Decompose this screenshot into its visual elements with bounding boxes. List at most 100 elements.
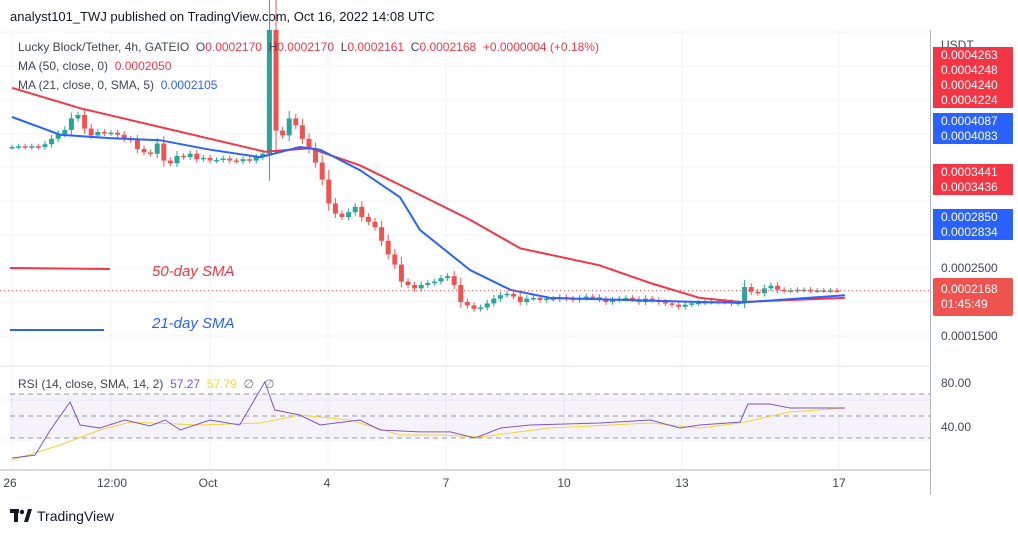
- price-line-label: 0.0002850: [933, 209, 1013, 225]
- candle-body: [649, 298, 655, 301]
- rsi-legend[interactable]: RSI (14, close, SMA, 14, 2) 57.27 57.79 …: [18, 377, 274, 391]
- candle-body: [524, 298, 530, 302]
- chart-canvas[interactable]: [0, 0, 930, 500]
- time-tick: 7: [442, 476, 450, 490]
- candle-body: [88, 128, 94, 136]
- ohlc-legend: Lucky Block/Tether, 4h, GATEIO O0.000217…: [18, 40, 599, 54]
- ma21-legend[interactable]: MA (21, close, 0, SMA, 5) 0.0002105: [18, 78, 217, 92]
- ma21-line: [11, 116, 845, 304]
- open-value: 0.0002170: [205, 40, 262, 54]
- candle-body: [273, 30, 279, 131]
- candle-body: [794, 289, 800, 292]
- high-label: H: [268, 40, 278, 54]
- rsi-label: RSI (14, close, SMA, 14, 2): [18, 377, 164, 391]
- candle-body: [227, 158, 233, 161]
- candle-body: [200, 157, 206, 160]
- candle-body: [511, 293, 517, 297]
- candle-body: [775, 285, 781, 290]
- candle-body: [95, 132, 101, 136]
- time-tick: 10: [557, 476, 571, 490]
- candle-body: [484, 303, 490, 308]
- candle-body: [75, 115, 81, 119]
- candle-body: [742, 287, 748, 303]
- ma50-value: 0.0002050: [114, 59, 172, 73]
- rsi-levels: [10, 393, 930, 439]
- candle-body: [425, 282, 431, 285]
- price-line-label: 0.0003436: [933, 179, 1013, 195]
- candle-body: [491, 298, 497, 304]
- candle-body: [108, 132, 114, 135]
- price-line-label: 0.0004263: [933, 47, 1013, 63]
- candle-body: [379, 227, 385, 241]
- candle-body: [332, 203, 338, 214]
- sma50-legend-line: [9, 267, 111, 270]
- candle-body: [233, 160, 239, 163]
- high-value: 0.0002170: [277, 40, 335, 54]
- candle-body: [755, 291, 761, 294]
- candle-body: [412, 285, 418, 289]
- candle-body: [299, 125, 305, 139]
- close-value: 0.0002168: [419, 40, 477, 54]
- candle-body: [748, 287, 754, 292]
- candle-body: [148, 152, 154, 154]
- candle-body: [161, 143, 167, 161]
- price-axis[interactable]: USDT 0.0004263 0.0004248 0.0004240 0.000422…: [930, 30, 1018, 495]
- candle-body: [385, 240, 391, 255]
- time-tick: 13: [675, 476, 689, 490]
- candle-body: [451, 276, 457, 285]
- candle-body: [207, 157, 213, 161]
- candle-body: [167, 160, 173, 164]
- candle-body: [623, 297, 629, 300]
- candle-body: [134, 140, 140, 149]
- rsi-na-value: ∅: [263, 377, 275, 391]
- candle-body: [372, 221, 378, 228]
- candle-body: [431, 281, 437, 284]
- candle-body: [834, 290, 840, 292]
- candle-body: [392, 254, 398, 265]
- candle-body: [603, 299, 609, 302]
- close-label: C: [410, 40, 420, 54]
- candle-body: [22, 146, 28, 148]
- candle-body: [814, 290, 820, 292]
- ma50-legend[interactable]: MA (50, close, 0) 0.0002050: [18, 59, 171, 73]
- last-price: 0.0002168: [941, 282, 998, 296]
- candle-body: [29, 146, 35, 148]
- candle-body: [55, 134, 61, 139]
- price-tick: 0.0001500: [941, 329, 998, 343]
- candle-body: [517, 296, 523, 302]
- candle-body: [352, 206, 358, 213]
- ma50-label: MA (50, close, 0): [18, 59, 109, 73]
- candles: [9, 0, 840, 312]
- candle-body: [583, 296, 589, 299]
- change-value: +0.0000004 (+0.18%): [482, 40, 599, 54]
- ma50-line: [11, 86, 845, 304]
- candle-body: [530, 297, 536, 300]
- candle-body: [676, 304, 682, 307]
- published-caption: analyst101_TWJ published on TradingView.…: [10, 9, 435, 24]
- sma21-annotation: 21-day SMA: [152, 315, 235, 332]
- price-line-label: 0.0004083: [933, 128, 1013, 144]
- candle-body: [808, 289, 814, 292]
- candle-body: [629, 297, 635, 300]
- low-value: 0.0002161: [347, 40, 405, 54]
- candle-body: [590, 296, 596, 299]
- candle-body: [418, 285, 424, 289]
- candle-body: [458, 285, 464, 302]
- candle-body: [365, 217, 371, 222]
- time-tick: Oct: [198, 476, 218, 490]
- symbol-label: Lucky Block/Tether, 4h, GATEIO: [18, 40, 190, 54]
- candle-body: [339, 213, 345, 217]
- time-tick: 26: [3, 476, 17, 490]
- time-tick: 4: [323, 476, 331, 490]
- candle-body: [187, 153, 193, 158]
- candle-body: [62, 129, 68, 135]
- candle-body: [115, 132, 121, 135]
- candle-body: [405, 281, 411, 285]
- candle-body: [293, 118, 299, 126]
- candle-body: [346, 212, 352, 217]
- candle-body: [438, 278, 444, 282]
- candle-body: [42, 144, 48, 147]
- candle-body: [154, 143, 160, 154]
- candle-body: [464, 302, 470, 306]
- candle-body: [35, 146, 41, 148]
